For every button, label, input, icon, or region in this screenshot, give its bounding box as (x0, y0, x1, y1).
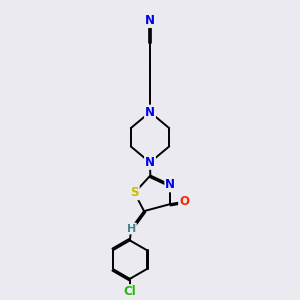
Text: S: S (130, 186, 139, 199)
Text: N: N (165, 178, 175, 191)
Text: O: O (179, 195, 189, 208)
Text: Cl: Cl (124, 285, 136, 298)
Text: N: N (145, 156, 155, 169)
Text: N: N (145, 14, 155, 27)
Text: N: N (145, 106, 155, 118)
Text: H: H (127, 224, 136, 233)
